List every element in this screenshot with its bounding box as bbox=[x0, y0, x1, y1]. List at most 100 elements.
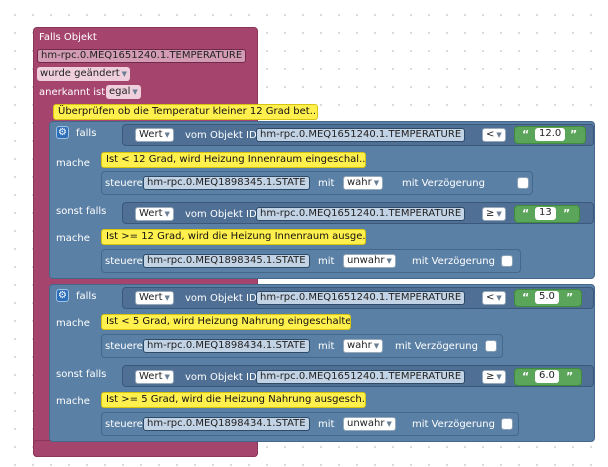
target-object-field[interactable]: hm-rpc.0.MEQ1898345.1.STATE bbox=[143, 176, 310, 190]
set-value-dropdown[interactable]: wahr ▼ bbox=[343, 176, 384, 190]
gear-icon[interactable]: ⚙ bbox=[56, 126, 69, 139]
elseif-label: sonst falls bbox=[56, 206, 107, 217]
delay-checkbox[interactable] bbox=[517, 177, 529, 189]
quote-close-icon: ” bbox=[566, 370, 574, 383]
do-label-1: mache bbox=[56, 158, 90, 169]
with-label: mit bbox=[318, 256, 335, 267]
operator-dropdown[interactable]: ≥ ▼ bbox=[482, 370, 506, 384]
delay-label: mit Verzögerung bbox=[395, 341, 478, 352]
trigger-header: Falls Objekt bbox=[39, 32, 97, 43]
chevron-down-icon: ▼ bbox=[373, 342, 380, 350]
target-object-field[interactable]: hm-rpc.0.MEQ1898434.1.STATE bbox=[143, 417, 310, 431]
quote-close-icon: ” bbox=[563, 207, 571, 220]
trigger-block-bottom bbox=[33, 440, 258, 457]
comment-block[interactable]: Ist >= 5 Grad, wird die Heizung Nahrung … bbox=[101, 392, 366, 408]
value-type-dropdown[interactable]: Wert ▼ bbox=[135, 291, 174, 305]
do-label-4: mache bbox=[56, 396, 90, 407]
chevron-down-icon: ▼ bbox=[164, 131, 170, 139]
control-label: steuere bbox=[105, 256, 143, 267]
control-label: steuere bbox=[105, 341, 143, 352]
trigger-object-id[interactable]: hm-rpc.0.MEQ1651240.1.TEMPERATURE bbox=[37, 49, 247, 63]
value-type-dropdown[interactable]: Wert ▼ bbox=[135, 207, 174, 221]
from-object-label: vom Objekt ID bbox=[185, 209, 257, 220]
set-value: unwahr bbox=[347, 418, 385, 429]
if-falls-label-2: falls bbox=[76, 291, 97, 302]
value-type-label: Wert bbox=[139, 292, 163, 303]
trigger-mode-value: wurde geändert bbox=[40, 68, 120, 79]
number-value[interactable]: 12.0 bbox=[535, 128, 566, 141]
chevron-down-icon: ▼ bbox=[373, 179, 380, 187]
from-object-label: vom Objekt ID bbox=[185, 372, 257, 383]
chevron-down-icon: ▼ bbox=[496, 294, 502, 302]
set-value-dropdown[interactable]: unwahr ▼ bbox=[343, 417, 396, 431]
operator-value: < bbox=[486, 292, 495, 303]
comment-block-top[interactable]: Überprüfen ob die Temperatur kleiner 12 … bbox=[53, 104, 318, 120]
chevron-down-icon: ▼ bbox=[164, 373, 170, 381]
object-id-field[interactable]: hm-rpc.0.MEQ1651240.1.TEMPERATURE bbox=[256, 128, 466, 142]
quote-open-icon: “ bbox=[522, 291, 530, 304]
trigger-ack-dropdown[interactable]: egal ▼ bbox=[106, 85, 141, 99]
set-value-dropdown[interactable]: unwahr ▼ bbox=[343, 254, 396, 268]
quote-open-icon: “ bbox=[522, 128, 530, 141]
chevron-down-icon: ▼ bbox=[132, 88, 138, 96]
delay-label: mit Verzögerung bbox=[412, 256, 495, 267]
chevron-down-icon: ▼ bbox=[164, 210, 170, 218]
target-object-field[interactable]: hm-rpc.0.MEQ1898434.1.STATE bbox=[143, 339, 310, 353]
set-value: wahr bbox=[347, 340, 372, 351]
trigger-ack-label: anerkannt ist bbox=[39, 87, 106, 98]
if-falls-label-1: falls bbox=[76, 128, 97, 139]
value-type-label: Wert bbox=[139, 371, 163, 382]
value-type-label: Wert bbox=[139, 129, 163, 140]
set-value: unwahr bbox=[347, 255, 385, 266]
operator-value: ≥ bbox=[486, 208, 495, 219]
chevron-down-icon: ▼ bbox=[386, 420, 392, 428]
elseif-label: sonst falls bbox=[56, 369, 107, 380]
object-id-field[interactable]: hm-rpc.0.MEQ1651240.1.TEMPERATURE bbox=[256, 291, 466, 305]
object-id-field[interactable]: hm-rpc.0.MEQ1651240.1.TEMPERATURE bbox=[256, 370, 466, 384]
chevron-down-icon: ▼ bbox=[121, 70, 128, 78]
delay-checkbox[interactable] bbox=[485, 340, 497, 352]
quote-open-icon: “ bbox=[522, 207, 530, 220]
do-label-3: mache bbox=[56, 318, 90, 329]
with-label: mit bbox=[318, 341, 335, 352]
quote-close-icon: ” bbox=[566, 291, 574, 304]
chevron-down-icon: ▼ bbox=[386, 257, 392, 265]
delay-checkbox[interactable] bbox=[501, 418, 513, 430]
delay-checkbox[interactable] bbox=[501, 255, 513, 267]
operator-value: ≥ bbox=[486, 371, 495, 382]
object-id-field[interactable]: hm-rpc.0.MEQ1651240.1.TEMPERATURE bbox=[256, 207, 466, 221]
with-label: mit bbox=[318, 419, 335, 430]
quote-open-icon: “ bbox=[522, 370, 530, 383]
comment-block[interactable]: Ist < 12 Grad, wird Heizung Innenraum ei… bbox=[101, 152, 366, 168]
number-value[interactable]: 5.0 bbox=[535, 291, 559, 304]
chevron-down-icon: ▼ bbox=[496, 131, 502, 139]
control-label: steuere bbox=[105, 178, 143, 189]
control-label: steuere bbox=[105, 419, 143, 430]
set-value: wahr bbox=[347, 177, 372, 188]
operator-value: < bbox=[486, 129, 495, 140]
trigger-ack-value: egal bbox=[109, 86, 131, 97]
value-type-dropdown[interactable]: Wert ▼ bbox=[135, 370, 174, 384]
number-value[interactable]: 6.0 bbox=[535, 370, 559, 383]
chevron-down-icon: ▼ bbox=[496, 210, 502, 218]
comment-block[interactable]: Ist >= 12 Grad, wird die Heizung Innenra… bbox=[101, 229, 366, 245]
delay-label: mit Verzögerung bbox=[402, 178, 485, 189]
value-type-label: Wert bbox=[139, 208, 163, 219]
trigger-mode-dropdown[interactable]: wurde geändert ▼ bbox=[37, 67, 131, 81]
operator-dropdown[interactable]: ≥ ▼ bbox=[482, 207, 506, 221]
operator-dropdown[interactable]: < ▼ bbox=[482, 128, 506, 142]
gear-icon[interactable]: ⚙ bbox=[56, 289, 69, 302]
with-label: mit bbox=[318, 178, 335, 189]
chevron-down-icon: ▼ bbox=[164, 294, 170, 302]
chevron-down-icon: ▼ bbox=[496, 373, 502, 381]
number-value[interactable]: 13 bbox=[535, 207, 556, 220]
delay-label: mit Verzögerung bbox=[412, 419, 495, 430]
quote-close-icon: ” bbox=[570, 128, 578, 141]
comment-block[interactable]: Ist < 5 Grad, wird Heizung Nahrung einge… bbox=[101, 314, 351, 330]
from-object-label: vom Objekt ID bbox=[185, 293, 257, 304]
operator-dropdown[interactable]: < ▼ bbox=[482, 291, 506, 305]
set-value-dropdown[interactable]: wahr ▼ bbox=[343, 339, 384, 353]
target-object-field[interactable]: hm-rpc.0.MEQ1898345.1.STATE bbox=[143, 254, 310, 268]
value-type-dropdown[interactable]: Wert ▼ bbox=[135, 128, 174, 142]
